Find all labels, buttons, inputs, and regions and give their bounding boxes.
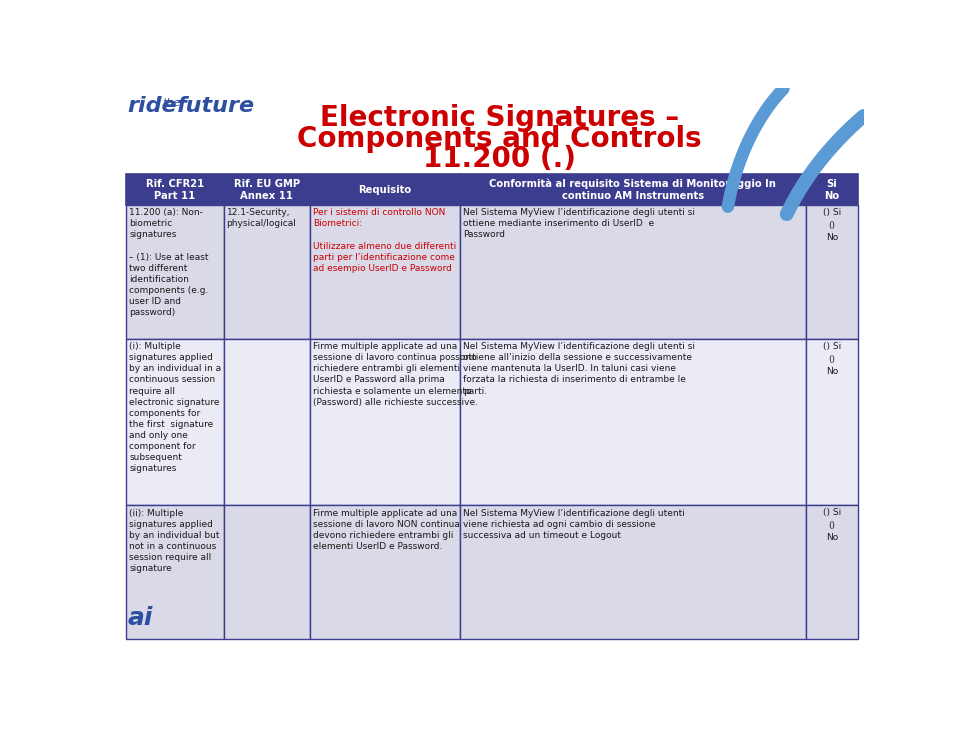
Text: () Si
()
No: () Si () No xyxy=(823,342,841,377)
Text: 12.1-Security,
physical/logical: 12.1-Security, physical/logical xyxy=(227,208,297,228)
Bar xyxy=(805,506,858,639)
Bar xyxy=(126,205,224,339)
Text: 11.200 (a): Non-
biometric
signatures

– (1): Use at least
two different
identif: 11.200 (a): Non- biometric signatures – … xyxy=(130,208,209,317)
Bar xyxy=(460,506,805,639)
Text: () Si
()
No: () Si () No xyxy=(823,509,841,542)
Bar xyxy=(805,339,858,506)
Text: Nel Sistema MyView l’identificazione degli utenti si
ottiene all’inizio della se: Nel Sistema MyView l’identificazione deg… xyxy=(463,342,695,396)
Text: Rif. CFR21
Part 11: Rif. CFR21 Part 11 xyxy=(146,179,204,200)
Bar xyxy=(310,174,460,205)
Bar xyxy=(460,339,805,506)
Text: ride: ride xyxy=(128,95,178,116)
Text: () Si
()
No: () Si () No xyxy=(823,208,841,242)
Bar xyxy=(126,506,224,639)
Bar xyxy=(224,339,310,506)
Text: Firme multiple applicate ad una
sessione di lavoro NON continua
devono richieder: Firme multiple applicate ad una sessione… xyxy=(313,509,460,550)
Bar xyxy=(126,339,224,506)
Text: Components and Controls: Components and Controls xyxy=(298,125,702,153)
Bar xyxy=(224,205,310,339)
Text: 11.200 (.): 11.200 (.) xyxy=(423,145,576,173)
Text: (ii): Multiple
signatures applied
by an individual but
not in a continuous
sessi: (ii): Multiple signatures applied by an … xyxy=(130,509,220,573)
Bar xyxy=(460,174,805,205)
Text: ai: ai xyxy=(128,606,154,631)
Text: Electronic Signatures –: Electronic Signatures – xyxy=(321,104,680,132)
Text: Rif. EU GMP
Annex 11: Rif. EU GMP Annex 11 xyxy=(233,179,300,200)
Text: the: the xyxy=(162,98,180,108)
Bar xyxy=(224,506,310,639)
Text: Nel Sistema MyView l’identificazione degli utenti si
ottiene mediante inseriment: Nel Sistema MyView l’identificazione deg… xyxy=(463,208,695,239)
Text: Firme multiple applicate ad una
sessione di lavoro continua possono
richiedere e: Firme multiple applicate ad una sessione… xyxy=(313,342,478,407)
Bar xyxy=(310,205,460,339)
Text: future: future xyxy=(178,95,255,116)
Text: Nel Sistema MyView l’identificazione degli utenti
viene richiesta ad ogni cambio: Nel Sistema MyView l’identificazione deg… xyxy=(463,509,684,539)
Text: (i): Multiple
signatures applied
by an individual in a
continuous session
requir: (i): Multiple signatures applied by an i… xyxy=(130,342,222,473)
Text: Conformità al requisito Sistema di Monitoraggio In
continuo AM Instruments: Conformità al requisito Sistema di Monit… xyxy=(490,178,777,201)
Bar xyxy=(310,339,460,506)
Bar xyxy=(310,506,460,639)
Bar xyxy=(805,174,858,205)
Bar xyxy=(805,205,858,339)
Text: Requisito: Requisito xyxy=(358,185,412,195)
Bar xyxy=(224,174,310,205)
Bar xyxy=(460,205,805,339)
Bar xyxy=(126,174,224,205)
Text: Si
No: Si No xyxy=(825,179,839,200)
Text: Per i sistemi di controllo NON
Biometrici:

Utilizzare almeno due differenti
par: Per i sistemi di controllo NON Biometric… xyxy=(313,208,456,273)
